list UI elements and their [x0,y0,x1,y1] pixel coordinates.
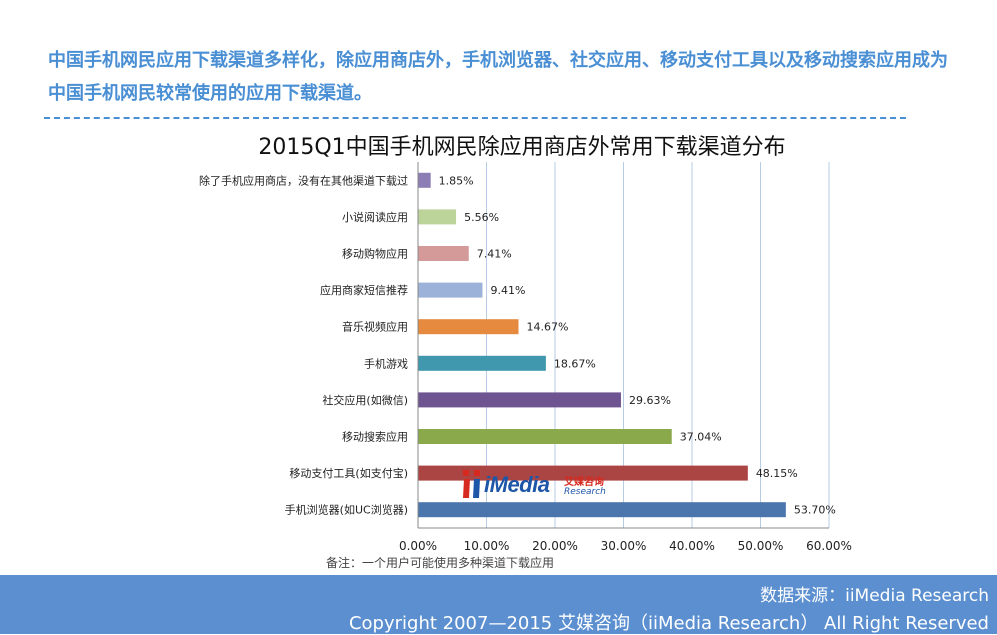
value-label: 48.15% [756,467,798,480]
value-label: 7.41% [477,248,512,261]
axes: 0.00% 10.00% 20.00% 30.00% 40.00% 50.00% 60.00… [199,162,852,553]
value-label: 5.56% [464,211,499,224]
value-label: 9.41% [490,284,525,297]
bar [418,319,519,335]
category-label: 小说阅读应用 [342,210,408,224]
x-tick-label: 20.00% [532,539,578,553]
data-source: 数据来源：iiMedia Research [760,586,989,606]
category-label: 移动搜索应用 [342,430,408,444]
bar-chart: 1.85% 5.56% 7.41% 9.41% 14.67% 18.67% 29.63% 37… [199,162,852,553]
bar [418,246,469,261]
bars: 1.85% 5.56% 7.41% 9.41% 14.67% 18.67% 29.63% 37… [418,172,836,518]
value-label: 53.70% [794,504,836,517]
x-tick-label: 40.00% [669,539,715,553]
category-label: 移动购物应用 [342,247,408,261]
logo-english: Research [564,487,606,497]
x-tick-label: 0.00% [399,539,437,553]
category-label: 手机浏览器(如UC浏览器) [285,503,408,517]
x-tick-label: 10.00% [464,539,510,553]
value-label: 14.67% [526,321,568,334]
category-label: 应用商家短信推荐 [320,283,408,297]
bar [418,465,748,481]
imedia-logo: iMedia 艾媒咨询 Research [460,468,610,504]
value-label: 37.04% [680,431,722,444]
bar [418,429,672,444]
bar [418,282,483,298]
bar [418,392,621,408]
bar [418,172,431,188]
footer-bar [0,575,997,634]
category-label: 移动支付工具(如支付宝) [289,466,408,480]
x-tick-label: 30.00% [601,539,647,553]
bar [418,209,457,225]
bar [418,355,546,371]
logo-mark-icon [463,470,480,498]
bar [418,502,786,518]
x-tick-label: 60.00% [806,539,852,553]
category-label: 除了手机应用商店，没有在其他渠道下载过 [199,173,408,187]
copyright: Copyright 2007—2015 艾媒咨询（iiMedia Researc… [348,613,989,634]
value-label: 18.67% [554,357,596,370]
category-label: 手机游戏 [364,356,408,370]
logo-brand: iMedia [484,472,550,497]
chart-title: 2015Q1中国手机网民除应用商店外常用下载渠道分布 [258,135,786,160]
category-label: 音乐视频应用 [342,320,408,334]
value-label: 29.63% [629,394,671,407]
category-label: 社交应用(如微信) [322,393,408,407]
x-tick-label: 50.00% [738,539,784,553]
logo-chinese: 艾媒咨询 [564,477,604,488]
chart-note: 备注：一个用户可能使用多种渠道下载应用 [326,556,555,570]
divider [44,117,906,119]
headline: 中国手机网民应用下载渠道多样化，除应用商店外，手机浏览器、社交应用、移动支付工具… [48,50,948,104]
value-label: 1.85% [439,174,474,187]
